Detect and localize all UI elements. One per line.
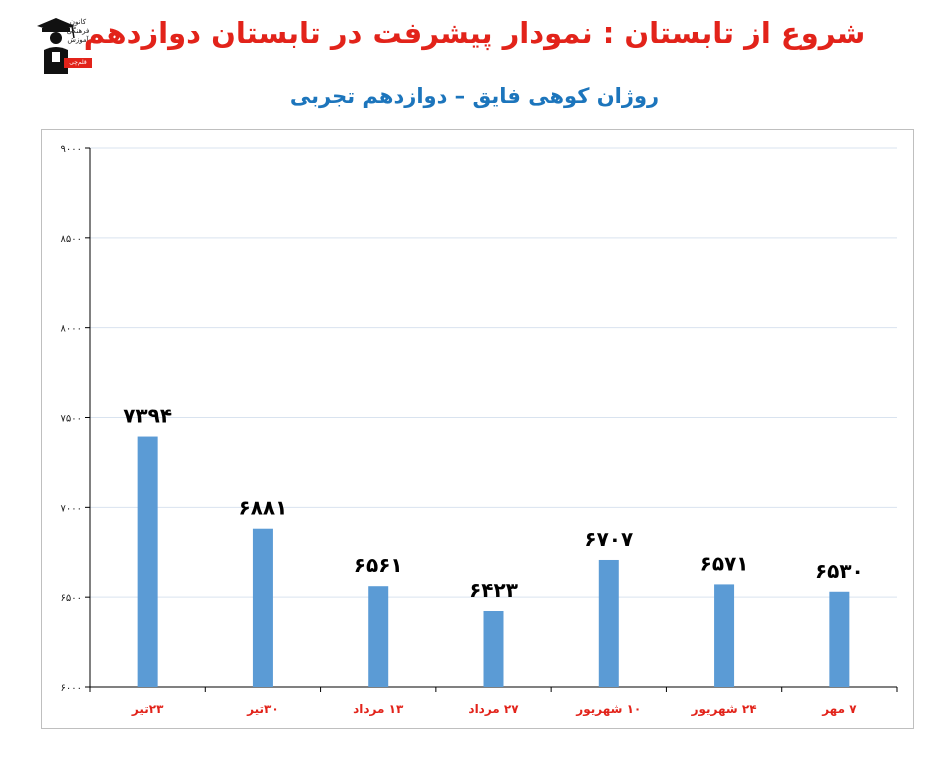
data-label: ۶۵۳۰ (815, 559, 864, 583)
bar (483, 611, 504, 687)
data-label: ۶۵۷۱ (700, 551, 749, 575)
bar (829, 591, 850, 687)
data-label: ۷۳۹۴ (123, 404, 172, 428)
axes: ۶۰۰۰ ۶۵۰۰ ۷۰۰۰ ۷۵۰۰ ۸۰۰۰ ۸۵۰۰ ۹۰۰۰ (61, 144, 898, 694)
x-tick-label: ۲۷ مرداد (468, 702, 519, 716)
bar (714, 584, 735, 687)
page-subtitle: روژان کوهی فایق – دوازدهم تجربی (289, 84, 660, 108)
y-tick-label: ۸۰۰۰ (61, 324, 82, 335)
bars (137, 436, 850, 687)
logo-graduate-icon (37, 18, 75, 74)
bar (137, 436, 158, 687)
bar (368, 586, 389, 687)
x-tick-label: ۲۴ شهریور (691, 702, 757, 717)
y-tick-label: ۹۰۰۰ (61, 144, 82, 155)
logo-text: کانون فرهنگی آموزش (66, 18, 90, 44)
y-tick-label: ۶۰۰۰ (61, 683, 82, 694)
x-tick-label: ۳۰تیر (246, 702, 279, 716)
y-tick-label: ۸۵۰۰ (61, 234, 82, 245)
page-title: شروع از تابستان : نمودار پیشرفت در تابست… (83, 16, 866, 50)
x-tick-label: ۷ مهر (821, 702, 857, 716)
x-tick-label: ۱۰ شهریور (575, 702, 641, 717)
y-tick-label: ۷۵۰۰ (61, 414, 82, 425)
x-tick-label: ۲۳تیر (131, 702, 164, 716)
logo-tag: قلم‌چی (64, 58, 92, 68)
chart-frame (41, 129, 914, 729)
bar (252, 528, 273, 687)
bar (598, 559, 619, 687)
y-tick-label: ۷۰۰۰ (61, 503, 82, 514)
data-labels: ۷۳۹۴ ۲۳تیر ۶۸۸۱ ۳۰تیر ۶۵۶۱ ۱۳ مرداد ۶۴۲۳ ۲۷ مرد… (123, 404, 864, 717)
grid-lines (90, 147, 897, 598)
data-label: ۶۵۶۱ (354, 553, 403, 577)
data-label: ۶۴۲۳ (469, 578, 518, 602)
y-tick-label: ۶۵۰۰ (61, 593, 82, 604)
x-tick-label: ۱۳ مرداد (353, 702, 404, 716)
data-label: ۶۷۰۷ (584, 527, 633, 551)
data-label: ۶۸۸۱ (239, 496, 288, 520)
